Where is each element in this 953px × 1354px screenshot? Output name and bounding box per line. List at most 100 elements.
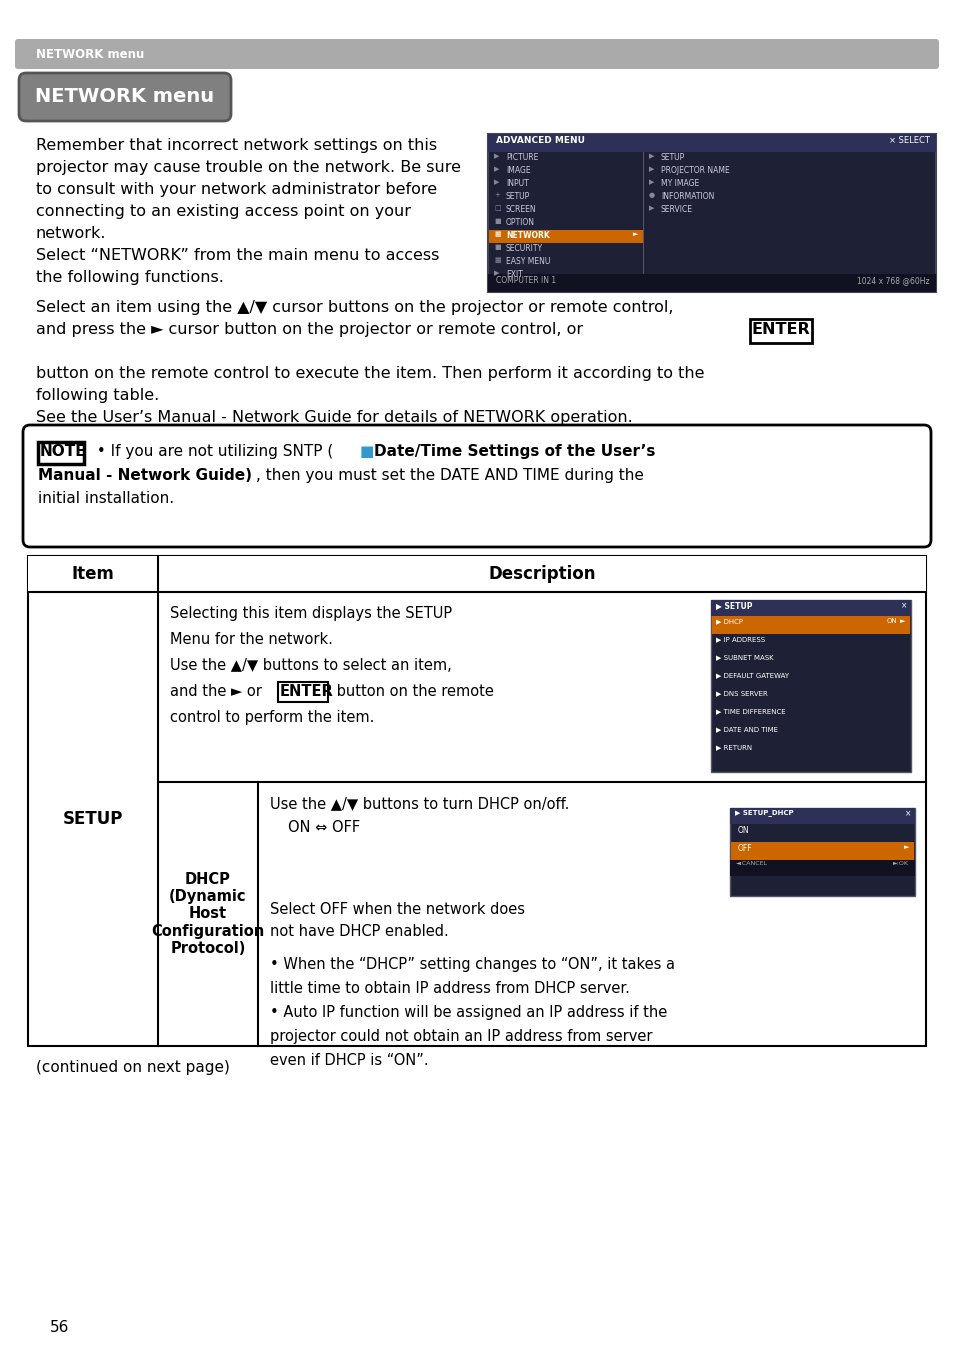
Text: × SELECT: × SELECT bbox=[888, 135, 929, 145]
Text: ▶ SETUP_DHCP: ▶ SETUP_DHCP bbox=[734, 808, 793, 816]
Text: ON: ON bbox=[738, 826, 749, 835]
Text: ▶: ▶ bbox=[648, 167, 654, 172]
Text: connecting to an existing access point on your: connecting to an existing access point o… bbox=[36, 204, 411, 219]
Text: ×: × bbox=[900, 601, 906, 611]
Text: to consult with your network administrator before: to consult with your network administrat… bbox=[36, 181, 436, 196]
Bar bbox=[642, 152, 643, 274]
Text: INFORMATION: INFORMATION bbox=[660, 192, 714, 200]
Bar bbox=[710, 600, 910, 616]
Text: control to perform the item.: control to perform the item. bbox=[170, 709, 374, 724]
Text: ◄:CANCEL: ◄:CANCEL bbox=[735, 861, 767, 867]
Text: not have DHCP enabled.: not have DHCP enabled. bbox=[270, 923, 448, 940]
Text: ENTER: ENTER bbox=[280, 684, 334, 699]
Text: Select an item using the ▲/▼ cursor buttons on the projector or remote control,: Select an item using the ▲/▼ cursor butt… bbox=[36, 301, 673, 315]
Text: 56: 56 bbox=[50, 1320, 70, 1335]
Bar bbox=[489, 230, 642, 242]
Bar bbox=[711, 616, 909, 634]
Text: ■: ■ bbox=[494, 244, 500, 250]
Text: following table.: following table. bbox=[36, 389, 159, 403]
Text: PROJECTOR NAME: PROJECTOR NAME bbox=[660, 167, 729, 175]
Bar bbox=[729, 808, 914, 825]
Text: ▶ SETUP: ▶ SETUP bbox=[716, 601, 752, 611]
Text: SCREEN: SCREEN bbox=[505, 204, 536, 214]
Text: ENTER: ENTER bbox=[751, 322, 810, 337]
Bar bbox=[28, 556, 925, 1047]
Text: ON ⇔ OFF: ON ⇔ OFF bbox=[288, 821, 359, 835]
Text: ▶: ▶ bbox=[494, 167, 498, 172]
Text: Select OFF when the network does: Select OFF when the network does bbox=[270, 902, 524, 917]
FancyBboxPatch shape bbox=[19, 73, 231, 121]
FancyBboxPatch shape bbox=[23, 425, 930, 547]
Text: ►:OK: ►:OK bbox=[892, 861, 908, 867]
Text: ►: ► bbox=[899, 617, 904, 624]
Text: OPTION: OPTION bbox=[505, 218, 535, 227]
Text: NETWORK menu: NETWORK menu bbox=[35, 88, 214, 107]
Text: projector could not obtain an IP address from server: projector could not obtain an IP address… bbox=[270, 1029, 652, 1044]
Bar bbox=[38, 441, 84, 464]
Text: • If you are not utilizing SNTP (: • If you are not utilizing SNTP ( bbox=[91, 444, 333, 459]
Text: network.: network. bbox=[36, 226, 107, 241]
Bar bbox=[28, 556, 925, 592]
Text: even if DHCP is “ON”.: even if DHCP is “ON”. bbox=[270, 1053, 428, 1068]
Text: Menu for the network.: Menu for the network. bbox=[170, 632, 333, 647]
Text: Use the ▲/▼ buttons to select an item,: Use the ▲/▼ buttons to select an item, bbox=[170, 658, 452, 673]
Text: ▶ IP ADDRESS: ▶ IP ADDRESS bbox=[716, 636, 764, 642]
Bar bbox=[729, 808, 914, 896]
Text: NOTE: NOTE bbox=[40, 444, 87, 459]
Text: EASY MENU: EASY MENU bbox=[505, 257, 550, 265]
Bar bbox=[749, 320, 811, 343]
Text: and press the ► cursor button on the projector or remote control, or: and press the ► cursor button on the pro… bbox=[36, 322, 582, 337]
Text: • When the “DHCP” setting changes to “ON”, it takes a: • When the “DHCP” setting changes to “ON… bbox=[270, 957, 675, 972]
Text: ●: ● bbox=[648, 192, 655, 198]
Text: IMAGE: IMAGE bbox=[505, 167, 530, 175]
Text: little time to obtain IP address from DHCP server.: little time to obtain IP address from DH… bbox=[270, 982, 629, 997]
Text: OFF: OFF bbox=[738, 844, 752, 853]
Text: (continued on next page): (continued on next page) bbox=[36, 1060, 230, 1075]
Text: ▶: ▶ bbox=[494, 179, 498, 185]
Text: • Auto IP function will be assigned an IP address if the: • Auto IP function will be assigned an I… bbox=[270, 1005, 666, 1020]
Text: ▶ SUBNET MASK: ▶ SUBNET MASK bbox=[716, 654, 773, 659]
Text: ▶ DHCP: ▶ DHCP bbox=[716, 617, 742, 624]
Bar bbox=[729, 860, 914, 876]
Text: Remember that incorrect network settings on this: Remember that incorrect network settings… bbox=[36, 138, 436, 153]
Text: Item: Item bbox=[71, 565, 114, 584]
Bar bbox=[18, 42, 935, 66]
Text: ▶ DNS SERVER: ▶ DNS SERVER bbox=[716, 691, 767, 696]
Text: INPUT: INPUT bbox=[505, 179, 528, 188]
Text: ▦: ▦ bbox=[494, 232, 500, 237]
Bar bbox=[488, 274, 935, 292]
Text: ▶ TIME DIFFERENCE: ▶ TIME DIFFERENCE bbox=[716, 708, 785, 714]
Bar bbox=[277, 682, 328, 701]
Text: Manual - Network Guide): Manual - Network Guide) bbox=[38, 468, 252, 483]
Text: ►: ► bbox=[902, 844, 908, 850]
Text: , then you must set the DATE AND TIME during the: , then you must set the DATE AND TIME du… bbox=[255, 468, 643, 483]
Text: ON: ON bbox=[886, 617, 897, 624]
Text: SETUP: SETUP bbox=[660, 153, 684, 162]
Bar bbox=[730, 842, 913, 860]
Text: ▦: ▦ bbox=[494, 257, 500, 263]
Text: ■: ■ bbox=[494, 218, 500, 223]
Text: PICTURE: PICTURE bbox=[505, 153, 537, 162]
FancyBboxPatch shape bbox=[15, 39, 938, 69]
Text: COMPUTER IN 1: COMPUTER IN 1 bbox=[496, 276, 556, 284]
Text: Selecting this item displays the SETUP: Selecting this item displays the SETUP bbox=[170, 607, 452, 621]
Text: See the User’s Manual - Network Guide for details of NETWORK operation.: See the User’s Manual - Network Guide fo… bbox=[36, 410, 632, 425]
Text: Date/Time Settings of the User’s: Date/Time Settings of the User’s bbox=[374, 444, 655, 459]
Text: Select “NETWORK” from the main menu to access: Select “NETWORK” from the main menu to a… bbox=[36, 248, 439, 263]
Bar bbox=[488, 134, 935, 152]
Text: ▶: ▶ bbox=[494, 153, 498, 158]
Bar bbox=[710, 600, 910, 772]
Text: ×: × bbox=[903, 808, 910, 818]
Text: initial installation.: initial installation. bbox=[38, 492, 174, 506]
Text: SECURITY: SECURITY bbox=[505, 244, 542, 253]
Text: button on the remote control to execute the item. Then perform it according to t: button on the remote control to execute … bbox=[36, 366, 703, 380]
Text: +: + bbox=[494, 192, 499, 198]
Text: □: □ bbox=[494, 204, 500, 211]
Text: NETWORK menu: NETWORK menu bbox=[36, 47, 144, 61]
Text: ▶ RETURN: ▶ RETURN bbox=[716, 743, 751, 750]
Text: the following functions.: the following functions. bbox=[36, 269, 224, 284]
Text: NETWORK: NETWORK bbox=[505, 232, 549, 240]
Text: Description: Description bbox=[488, 565, 595, 584]
Text: ►: ► bbox=[633, 232, 638, 237]
Text: DHCP
(Dynamic
Host
Configuration
Protocol): DHCP (Dynamic Host Configuration Protoco… bbox=[152, 872, 264, 956]
